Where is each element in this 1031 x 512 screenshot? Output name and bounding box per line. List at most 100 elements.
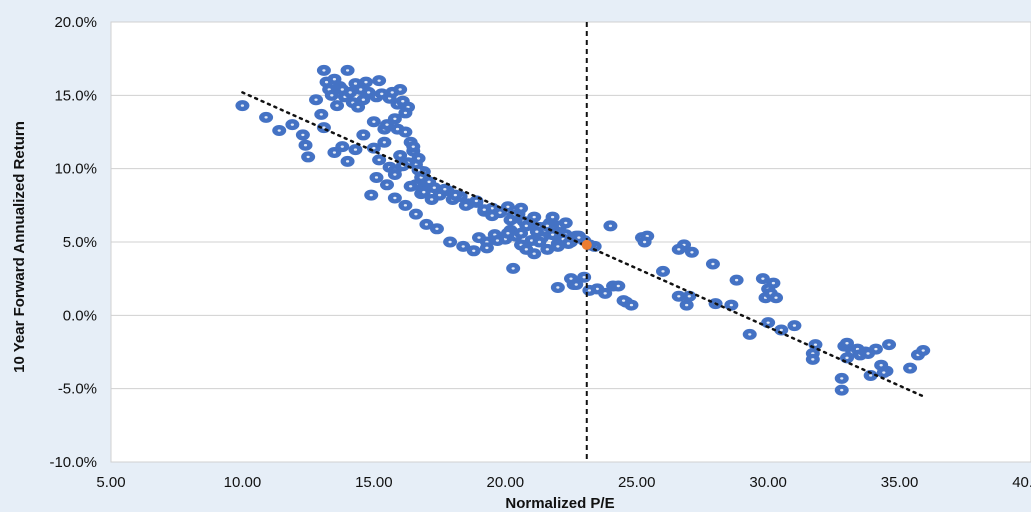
data-point	[340, 155, 355, 167]
data-point	[340, 64, 355, 76]
data-point	[684, 246, 699, 258]
data-point	[348, 144, 363, 156]
data-point	[769, 292, 784, 304]
data-point	[519, 243, 534, 255]
data-point	[679, 299, 694, 311]
x-axis-ticks: 5.00 10.00 15.00 20.00 25.00 30.00 35.00 40.00	[96, 474, 1031, 491]
data-point	[805, 353, 820, 365]
data-point	[561, 237, 576, 249]
data-point	[314, 108, 329, 120]
y-tick-label: 15.0%	[54, 87, 97, 104]
x-tick-label: 20.00	[487, 474, 525, 491]
data-point	[532, 236, 547, 248]
data-point	[411, 152, 426, 164]
data-point	[403, 180, 418, 192]
data-point	[506, 262, 521, 274]
data-point	[861, 347, 876, 359]
data-point	[377, 136, 392, 148]
data-point	[724, 299, 739, 311]
data-point	[834, 384, 849, 396]
data-point	[366, 142, 381, 154]
data-point	[603, 220, 618, 232]
data-point	[301, 151, 316, 163]
data-point	[372, 154, 387, 166]
data-point	[398, 107, 413, 119]
data-point	[387, 113, 402, 125]
data-point	[558, 217, 573, 229]
data-point	[611, 280, 626, 292]
data-point	[369, 171, 384, 183]
data-point	[729, 274, 744, 286]
data-point	[598, 287, 613, 299]
data-point	[671, 290, 686, 302]
x-tick-label: 30.00	[749, 474, 787, 491]
y-tick-label: 20.0%	[54, 14, 97, 31]
current-point	[581, 239, 592, 250]
data-point	[298, 139, 313, 151]
data-point	[408, 208, 423, 220]
data-point	[569, 279, 584, 291]
x-tick-label: 40.00	[1012, 474, 1031, 491]
data-point	[393, 83, 408, 95]
data-point	[398, 199, 413, 211]
data-point	[903, 362, 918, 374]
data-point	[387, 192, 402, 204]
data-point	[671, 243, 686, 255]
x-axis-title: Normalized P/E	[505, 495, 614, 512]
data-point	[295, 129, 310, 141]
data-point	[550, 240, 565, 252]
data-point	[419, 218, 434, 230]
x-tick-label: 25.00	[618, 474, 656, 491]
data-point	[424, 193, 439, 205]
data-point	[490, 235, 505, 247]
data-point	[840, 337, 854, 349]
y-axis-title: 10 Year Forward Annualized Return	[11, 121, 28, 373]
data-point	[285, 119, 300, 131]
data-point	[519, 220, 534, 232]
x-tick-label: 10.00	[224, 474, 262, 491]
data-point	[335, 141, 350, 153]
data-point	[390, 123, 405, 135]
data-point	[448, 189, 463, 201]
data-point	[500, 227, 515, 239]
data-point	[761, 317, 776, 329]
data-point	[429, 223, 444, 235]
data-point	[364, 189, 379, 201]
y-tick-label: -5.0%	[58, 381, 97, 398]
data-point	[774, 324, 789, 336]
data-point	[637, 236, 652, 248]
data-point	[443, 236, 458, 248]
data-point	[380, 179, 394, 191]
data-point	[550, 281, 565, 293]
data-point	[840, 352, 854, 364]
data-point	[656, 265, 670, 277]
data-point	[416, 186, 431, 198]
data-point	[834, 372, 849, 384]
data-point	[324, 89, 339, 101]
data-point	[456, 240, 471, 252]
data-point	[876, 367, 891, 379]
data-point	[358, 76, 373, 88]
data-point	[545, 211, 560, 223]
data-point	[235, 100, 250, 112]
data-point	[316, 64, 331, 76]
data-point	[458, 199, 473, 211]
data-point	[330, 100, 345, 112]
data-point	[387, 169, 402, 181]
y-tick-label: 0.0%	[63, 307, 97, 324]
data-point	[466, 245, 481, 257]
data-point	[343, 86, 358, 98]
data-point	[808, 339, 823, 351]
data-point	[259, 111, 274, 123]
data-point	[514, 202, 529, 214]
data-point	[272, 125, 287, 137]
data-point	[479, 242, 494, 254]
data-point	[309, 94, 324, 106]
data-point	[393, 149, 408, 161]
data-point	[406, 141, 421, 153]
data-point	[705, 258, 720, 270]
x-tick-label: 5.00	[96, 474, 125, 491]
data-point	[540, 243, 555, 255]
data-point	[755, 273, 770, 285]
